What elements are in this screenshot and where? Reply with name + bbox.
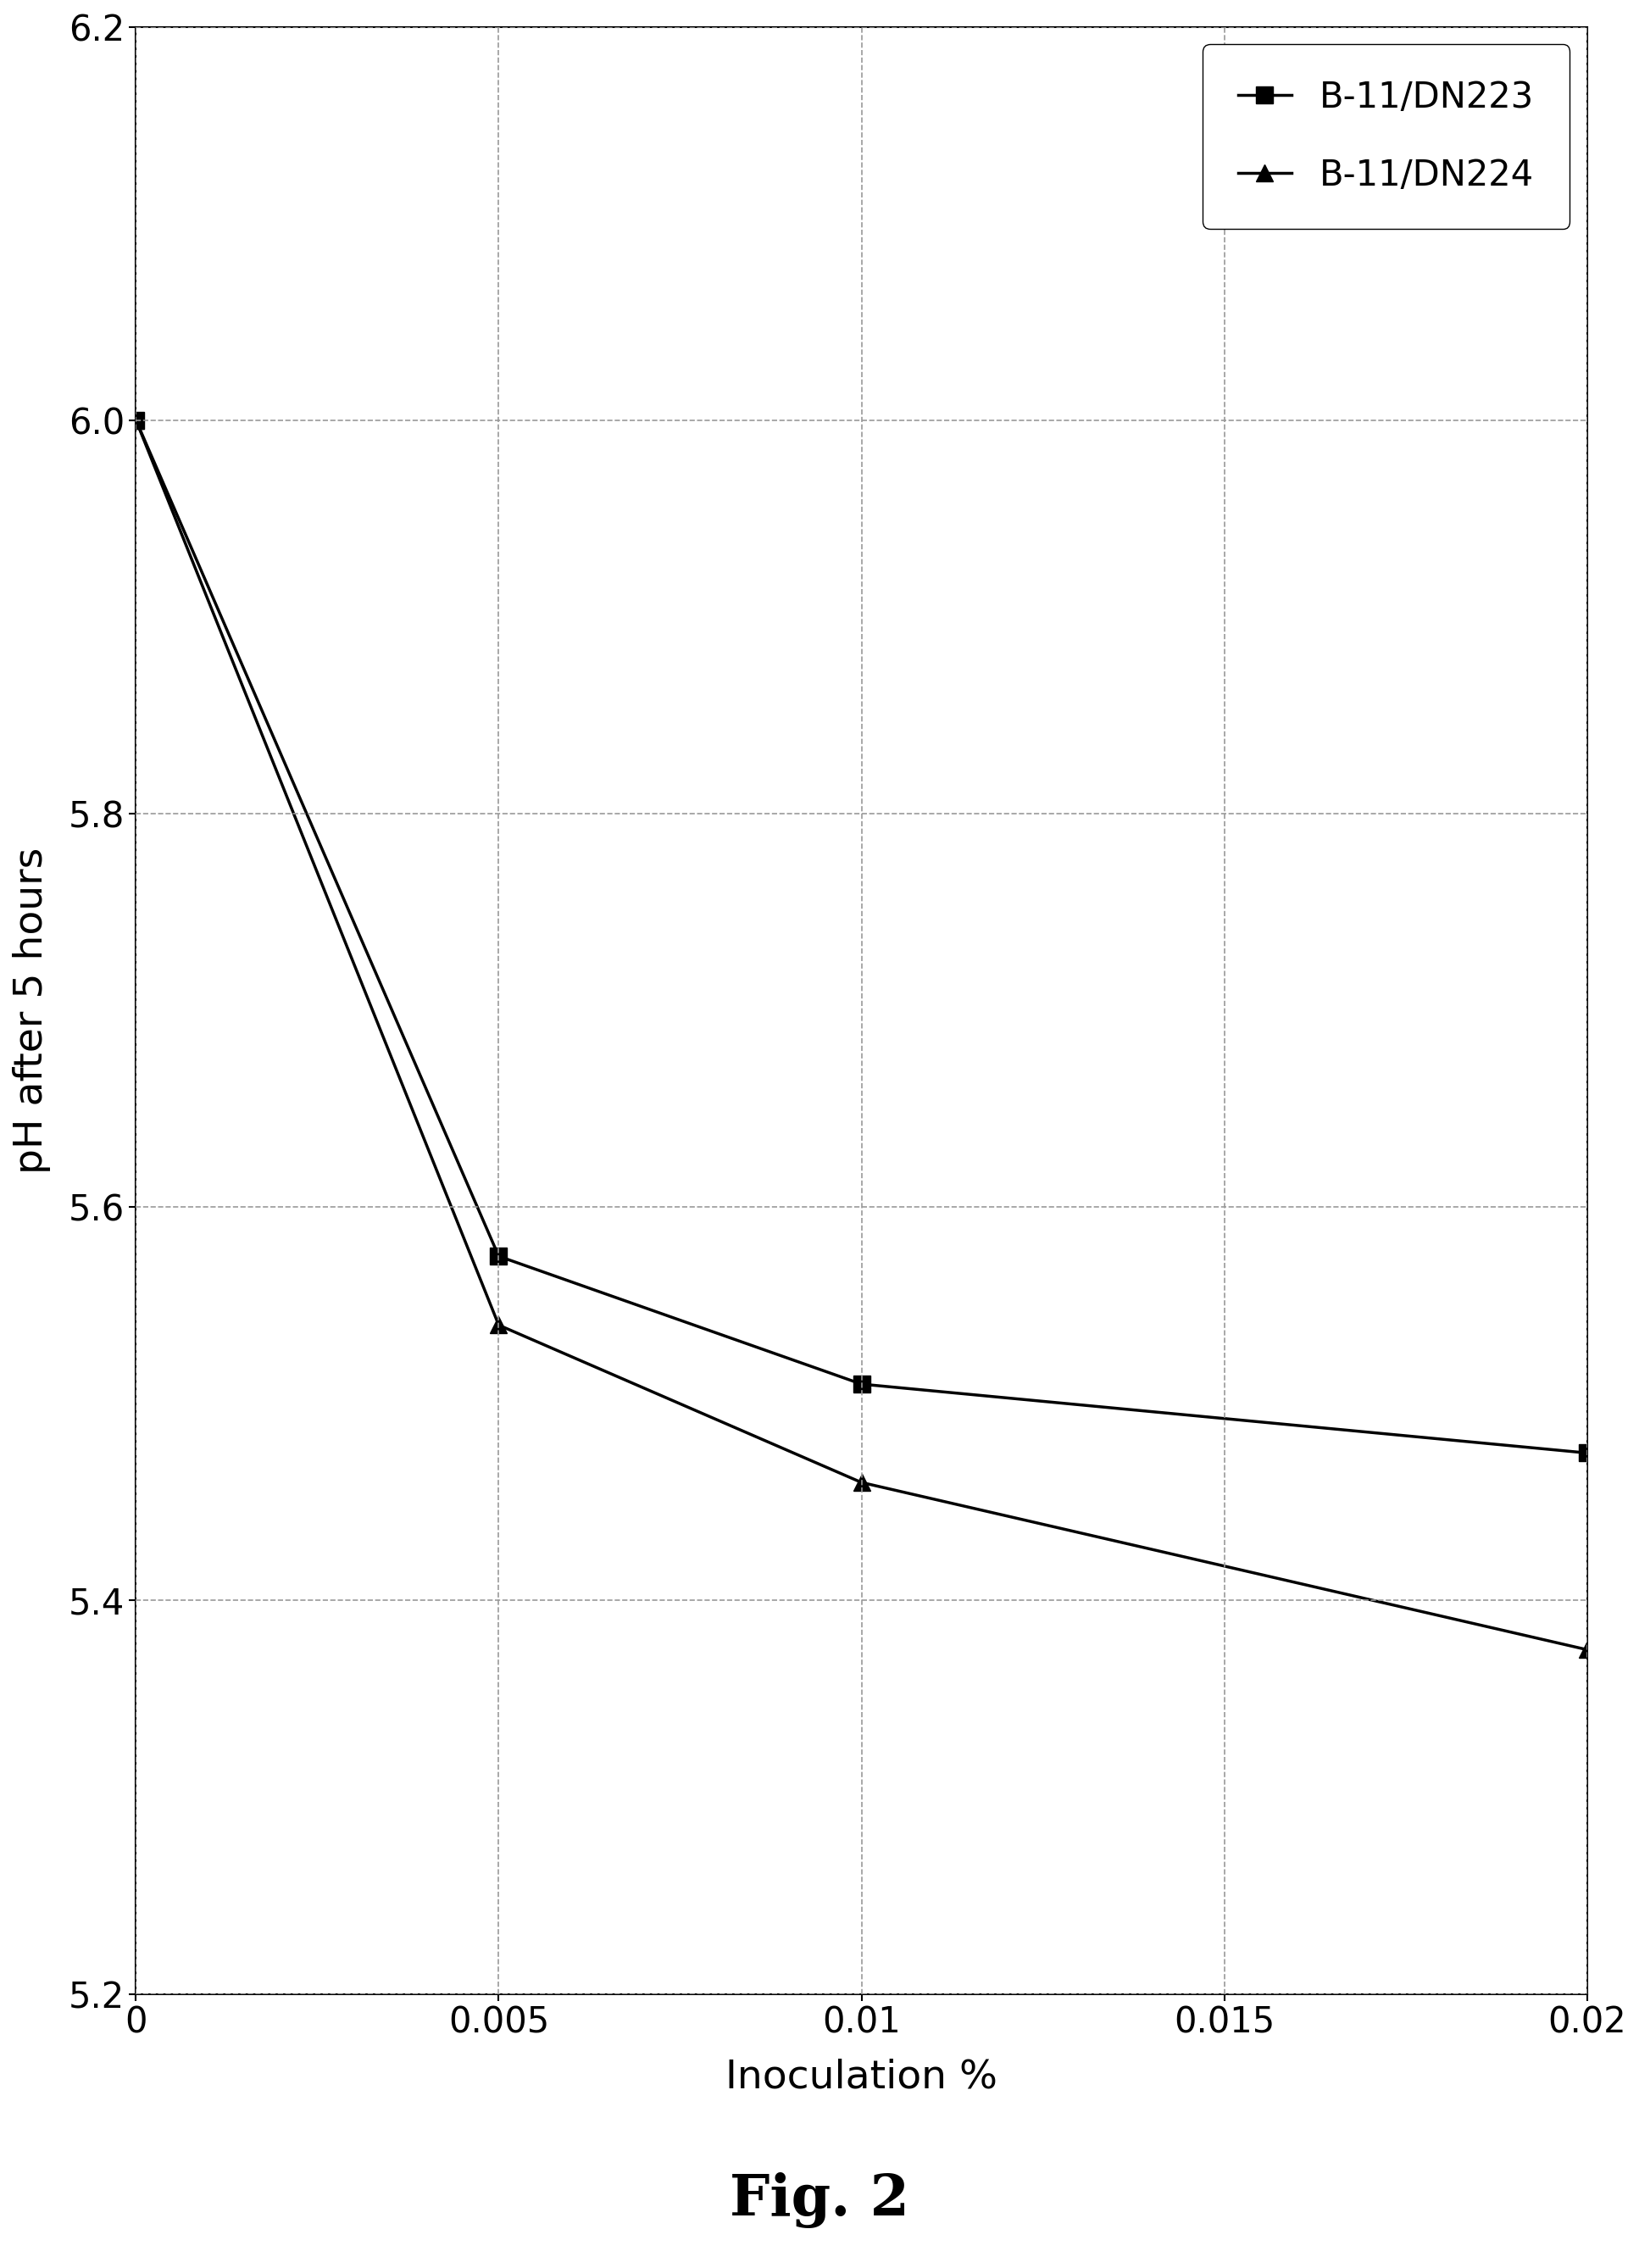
Y-axis label: pH after 5 hours: pH after 5 hours [13,846,51,1173]
Line: B-11/DN223: B-11/DN223 [128,413,1595,1461]
B-11/DN224 [488,1311,508,1338]
B-11/DN223 [852,1370,872,1397]
B-11/DN223 [488,1243,508,1270]
Line: B-11/DN224: B-11/DN224 [128,413,1595,1658]
B-11/DN223 [1577,1440,1596,1467]
B-11/DN223 [126,406,146,433]
B-11/DN224 [852,1470,872,1497]
B-11/DN224 [1577,1635,1596,1662]
B-11/DN224 [126,406,146,433]
X-axis label: Inoculation %: Inoculation % [726,2059,998,2096]
Legend: B-11/DN223, B-11/DN224: B-11/DN223, B-11/DN224 [1203,45,1570,229]
Text: Fig. 2: Fig. 2 [729,2173,910,2227]
